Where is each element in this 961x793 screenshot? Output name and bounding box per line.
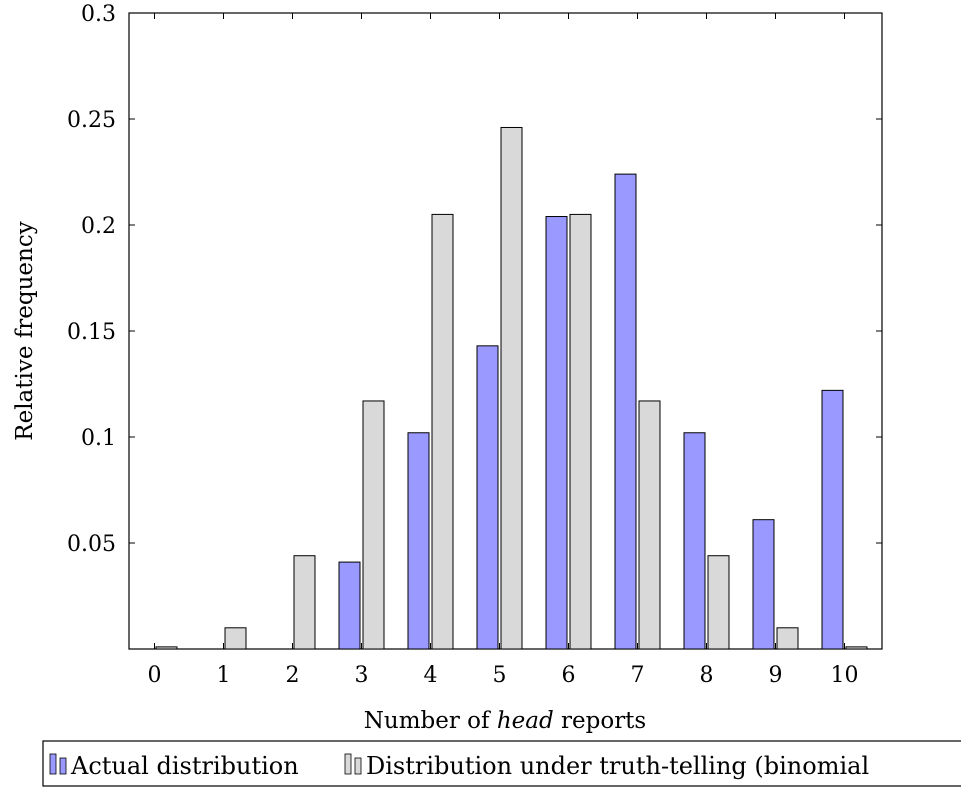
bar-actual: [614, 173, 637, 650]
x-tick-label: 0: [148, 663, 162, 688]
y-tick-label: 0.15: [67, 320, 116, 345]
x-tick-label: 1: [217, 663, 231, 688]
x-tick-labels: 0 1 2 3 4 5 6 7 8 9 10: [148, 663, 859, 688]
y-tick-label: 0.25: [67, 108, 116, 133]
bar-binomial: [569, 213, 592, 650]
legend-box: [42, 740, 961, 787]
bar-binomial: [776, 627, 799, 650]
bar-actual: [407, 432, 430, 650]
legend-label-actual: Actual distribution: [70, 752, 299, 780]
legend: Actual distribution Distribution under t…: [42, 740, 961, 787]
legend-swatch-actual-1: [49, 753, 57, 775]
x-tick-label: 9: [769, 663, 783, 688]
legend-swatch-binomial-2: [354, 757, 362, 775]
x-tick-label: 4: [424, 663, 438, 688]
bar-actual: [338, 561, 361, 650]
legend-swatch-actual-2: [59, 757, 67, 775]
bar-binomial: [293, 555, 316, 650]
x-tick-label: 6: [562, 663, 576, 688]
x-tick-label: 8: [700, 663, 714, 688]
x-axis-title: Number of head reports: [364, 708, 646, 734]
bar-binomial: [362, 400, 385, 650]
bar-binomial: [500, 126, 523, 650]
bar-actual: [476, 345, 499, 650]
y-tick-label: 0.05: [67, 532, 116, 557]
bar-binomial: [638, 400, 661, 650]
axis-ticks: [129, 12, 882, 649]
bar-binomial: [431, 213, 454, 650]
y-axis-title: Relative frequency: [12, 221, 38, 440]
y-tick-labels: 0.05 0.1 0.15 0.2 0.25 0.3: [67, 2, 116, 557]
bars: [155, 126, 868, 650]
bar-actual: [545, 216, 568, 650]
y-tick-label: 0.1: [81, 426, 116, 451]
bar-binomial: [224, 627, 247, 650]
bar-binomial: [707, 555, 730, 650]
x-tick-label: 7: [631, 663, 645, 688]
x-tick-label: 10: [831, 663, 859, 688]
y-tick-label: 0.3: [81, 2, 116, 27]
x-tick-label: 5: [493, 663, 507, 688]
bar-binomial: [155, 646, 178, 650]
bar-binomial: [845, 646, 868, 650]
legend-label-binomial: Distribution under truth-telling (binomi…: [366, 752, 869, 780]
bar-actual: [752, 519, 775, 650]
legend-swatch-binomial-1: [344, 753, 352, 775]
x-tick-label: 2: [286, 663, 300, 688]
bar-actual: [683, 432, 706, 650]
bar-actual: [821, 389, 844, 650]
x-tick-label: 3: [355, 663, 369, 688]
y-tick-label: 0.2: [81, 214, 116, 239]
